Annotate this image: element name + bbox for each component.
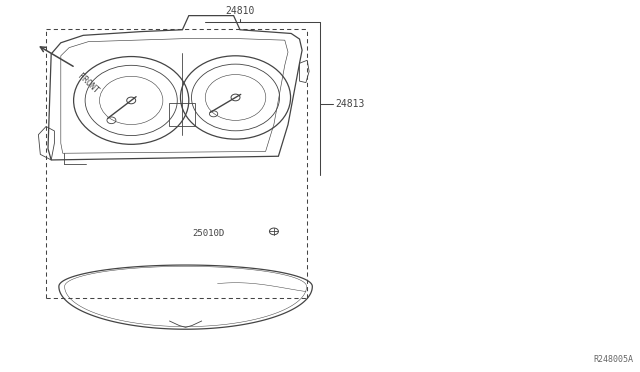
Text: 24810: 24810 xyxy=(225,6,255,16)
Text: 25010D: 25010D xyxy=(192,229,224,238)
Text: FRONT: FRONT xyxy=(76,71,100,95)
Text: 24813: 24813 xyxy=(335,99,365,109)
Text: R248005A: R248005A xyxy=(594,355,634,364)
Ellipse shape xyxy=(231,94,240,101)
Bar xyxy=(169,103,195,126)
Ellipse shape xyxy=(127,97,136,104)
